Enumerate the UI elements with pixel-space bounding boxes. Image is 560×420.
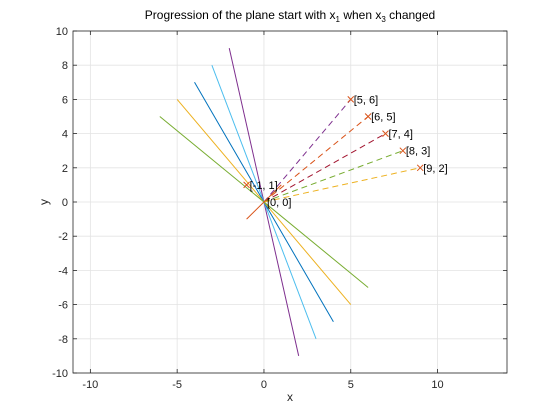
dashed-series-line [263, 150, 404, 203]
point-label: [5, 6] [354, 94, 378, 106]
x-axis-label: x [287, 390, 293, 404]
point-marker [243, 181, 250, 189]
x-tick-label: -10 [82, 379, 98, 391]
y-tick-label: -4 [58, 265, 68, 277]
y-tick-label: 2 [62, 163, 68, 175]
y-tick-label: -6 [58, 300, 68, 312]
solid-series-line [246, 184, 282, 220]
point-marker [416, 164, 424, 172]
point-marker [399, 147, 407, 155]
x-tick-label: -5 [172, 379, 182, 391]
y-tick-label: 0 [62, 197, 68, 209]
x-tick-label: 10 [431, 379, 443, 391]
y-tick-label: 10 [56, 26, 68, 38]
point-label: [7, 4] [388, 129, 412, 141]
point-label: [9, 2] [423, 163, 447, 175]
point-marker [364, 113, 372, 120]
dashed-series-line [263, 99, 352, 203]
plot-lines [159, 47, 421, 357]
dashed-series-line [263, 116, 369, 203]
point-marker [347, 96, 355, 103]
plot-markers [243, 96, 424, 189]
y-tick-label: 4 [62, 129, 68, 141]
point-label: [-1, 1] [250, 180, 278, 192]
point-marker [382, 130, 389, 137]
chart-title: Progression of the plane start with x1 w… [145, 8, 435, 24]
y-tick-label: -2 [58, 231, 68, 243]
point-label: [0, 0] [267, 197, 291, 209]
y-tick-label: 8 [62, 60, 68, 72]
y-tick-label: -10 [52, 368, 68, 380]
y-tick-label: -8 [58, 334, 68, 346]
y-tick-label: 6 [62, 94, 68, 106]
dashed-series-line [263, 167, 421, 203]
dashed-series-line [263, 133, 386, 203]
point-label: [6, 5] [371, 112, 395, 124]
axis-ticks: -10 -5 0 5 10 -10 -8 -6 -4 -2 0 2 4 6 8 10 [52, 26, 507, 391]
y-axis-label: y [37, 199, 51, 205]
point-labels: [5, 6] [6, 5] [7, 4] [8, 3] [9, 2] [-1, 1] [0,… [250, 94, 448, 209]
x-tick-label: 0 [261, 379, 267, 391]
x-tick-label: 5 [348, 379, 354, 391]
point-label: [8, 3] [406, 146, 430, 158]
